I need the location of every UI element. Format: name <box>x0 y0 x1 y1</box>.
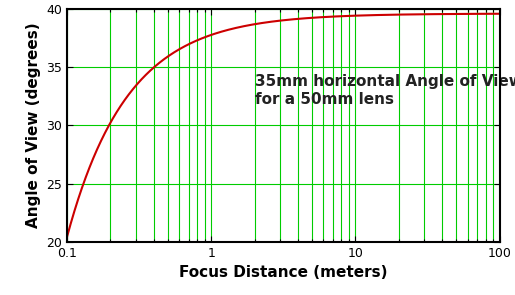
X-axis label: Focus Distance (meters): Focus Distance (meters) <box>179 265 387 280</box>
Text: 35mm horizontal Angle of View
for a 50mm lens: 35mm horizontal Angle of View for a 50mm… <box>254 74 515 106</box>
Y-axis label: Angle of View (degrees): Angle of View (degrees) <box>26 22 41 228</box>
